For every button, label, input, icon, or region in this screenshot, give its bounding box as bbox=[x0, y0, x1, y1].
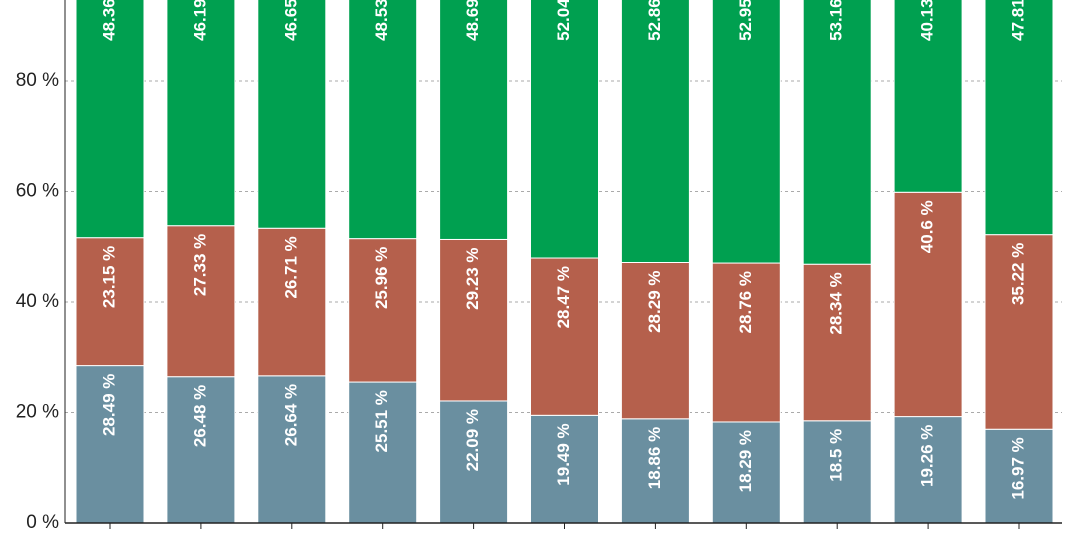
value-label: 19.49 % bbox=[554, 423, 573, 485]
bar-segment bbox=[802, 420, 872, 524]
value-label: 18.86 % bbox=[645, 427, 664, 489]
bar-segment bbox=[439, 400, 509, 524]
value-label: 46.19 % bbox=[190, 0, 209, 41]
bar-segment bbox=[711, 421, 781, 524]
value-label: 47.81 % bbox=[1008, 0, 1027, 41]
value-label: 25.51 % bbox=[372, 390, 391, 452]
value-label: 16.97 % bbox=[1008, 437, 1027, 499]
bar-segment bbox=[711, 262, 781, 423]
bar-segment bbox=[802, 0, 872, 265]
y-tick-label: 20 % bbox=[16, 402, 59, 423]
bar-segment bbox=[75, 0, 145, 239]
value-label: 28.34 % bbox=[827, 272, 846, 334]
y-tick-label: 0 % bbox=[26, 512, 59, 533]
value-label: 29.23 % bbox=[463, 247, 482, 309]
value-label: 27.33 % bbox=[190, 234, 209, 296]
bar-segment bbox=[75, 237, 145, 367]
bar-segment bbox=[166, 225, 236, 378]
bar-segment bbox=[439, 0, 509, 240]
value-label: 23.15 % bbox=[99, 246, 118, 308]
bar-segment bbox=[711, 0, 781, 264]
bar-segment bbox=[166, 376, 236, 524]
bar-segment bbox=[257, 375, 327, 524]
bar-segment bbox=[530, 257, 599, 416]
bar-segment bbox=[893, 191, 963, 418]
value-label: 35.22 % bbox=[1008, 243, 1027, 305]
value-label: 22.09 % bbox=[463, 409, 482, 471]
value-label: 52.95 % bbox=[736, 0, 755, 41]
bars bbox=[75, 0, 1054, 524]
bar-segment bbox=[984, 428, 1054, 524]
bar-segment bbox=[439, 238, 509, 402]
value-label: 18.29 % bbox=[736, 430, 755, 492]
bar-segment bbox=[893, 0, 963, 193]
bar-segment bbox=[530, 0, 599, 259]
value-label: 26.48 % bbox=[190, 385, 209, 447]
value-label: 48.53 % bbox=[372, 0, 391, 41]
bar-segment bbox=[348, 0, 418, 240]
bar-segment bbox=[257, 0, 327, 229]
bar-segment bbox=[348, 238, 418, 383]
value-label: 52.86 % bbox=[645, 0, 664, 41]
value-label: 28.49 % bbox=[99, 374, 118, 436]
bar-segment bbox=[620, 0, 690, 263]
bar-segment bbox=[802, 263, 872, 422]
y-tick-label: 60 % bbox=[16, 181, 59, 202]
value-label: 18.5 % bbox=[827, 429, 846, 482]
value-label: 28.29 % bbox=[645, 270, 664, 332]
value-label: 46.65 % bbox=[281, 0, 300, 41]
value-label: 26.64 % bbox=[281, 384, 300, 446]
bar-segment bbox=[620, 418, 690, 524]
value-label: 28.76 % bbox=[736, 271, 755, 333]
value-label: 40.6 % bbox=[918, 200, 937, 253]
value-label: 48.69 % bbox=[463, 0, 482, 41]
y-tick-label: 80 % bbox=[16, 70, 59, 91]
value-label: 25.96 % bbox=[372, 247, 391, 309]
bar-segment bbox=[984, 0, 1054, 236]
bar-segment bbox=[984, 234, 1054, 430]
value-label: 28.47 % bbox=[554, 266, 573, 328]
value-label: 26.71 % bbox=[281, 236, 300, 298]
bar-segment bbox=[75, 365, 145, 524]
bar-segment bbox=[257, 227, 327, 377]
bar-segment bbox=[166, 0, 236, 227]
value-label: 19.26 % bbox=[918, 425, 937, 487]
y-tick-label: 40 % bbox=[16, 291, 59, 312]
value-label: 52.04 % bbox=[554, 0, 573, 41]
bar-segment bbox=[620, 261, 690, 420]
value-label: 53.16 % bbox=[827, 0, 846, 41]
value-label: 48.36 % bbox=[99, 0, 118, 41]
value-label: 40.13 % bbox=[918, 0, 937, 41]
bar-segment bbox=[893, 416, 963, 524]
